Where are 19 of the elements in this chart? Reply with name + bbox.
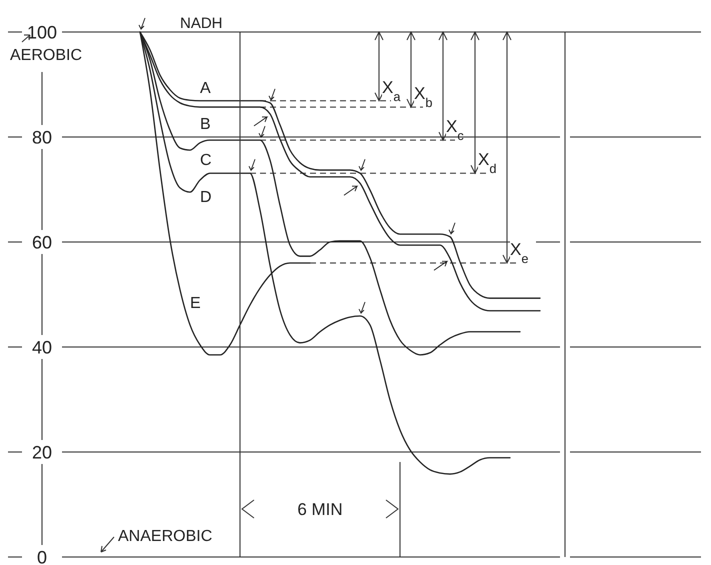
series-label: B — [200, 116, 211, 134]
annotation: NADH — [180, 15, 223, 32]
y-tick-label: 0 — [36, 547, 48, 565]
series-label: A — [200, 80, 211, 97]
series-label: D — [200, 189, 212, 206]
ref-line-label: X$_{d}$ — [478, 150, 496, 176]
y-tick-label: 80 — [32, 127, 52, 148]
y-tick-label: 40 — [32, 337, 52, 358]
text: AEROBIC — [10, 47, 82, 64]
ref-line-label: X$_{a}$ — [382, 78, 402, 104]
y-tick-label: 60 — [32, 232, 52, 252]
series-label: C — [200, 152, 212, 169]
ref-line-label: X$_{b}$ — [414, 84, 432, 110]
annotation: ANAEROBIC — [118, 528, 212, 545]
ref-line-label: X$_{e}$ — [510, 240, 528, 266]
y-tick-label: 20 — [32, 442, 52, 462]
series-label: E — [190, 294, 201, 312]
y-tick-label: 100 — [26, 22, 58, 42]
annotation: 6 MIN — [297, 500, 343, 519]
